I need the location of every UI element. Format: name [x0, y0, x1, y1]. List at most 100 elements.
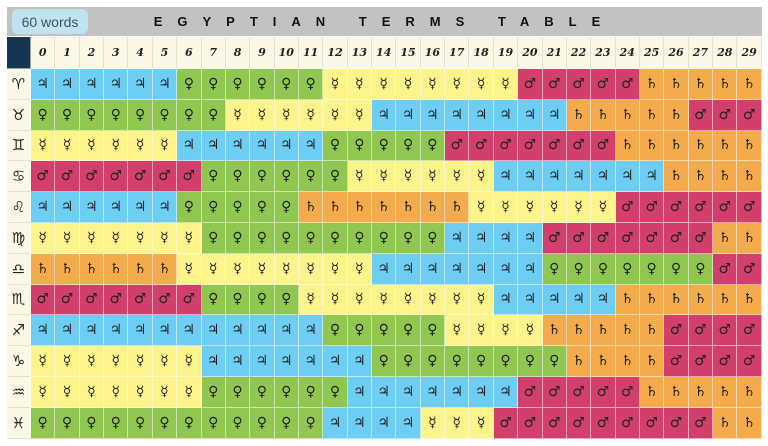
jupiter-icon: ♃ — [542, 284, 567, 316]
sign-leo-icon: ♌ — [7, 192, 31, 223]
venus-icon: ♀ — [323, 161, 348, 193]
jupiter-icon: ♃ — [201, 130, 226, 162]
mars-icon: ♂ — [591, 222, 616, 254]
saturn-icon: ♄ — [445, 192, 470, 223]
jupiter-icon: ♃ — [518, 161, 543, 193]
jupiter-icon: ♃ — [420, 376, 446, 408]
venus-icon: ♀ — [79, 99, 105, 131]
venus-icon: ♀ — [201, 284, 226, 316]
mercury-icon: ☿ — [128, 346, 153, 377]
saturn-icon: ♄ — [396, 192, 421, 223]
venus-icon: ♀ — [177, 99, 202, 131]
venus-icon: ♀ — [664, 253, 689, 285]
table-title: EGYPTIAN TERMS TABLE — [7, 7, 762, 36]
degree-header: 14 — [372, 37, 397, 69]
venus-icon: ♀ — [250, 222, 275, 254]
venus-icon: ♀ — [201, 192, 226, 223]
mercury-icon: ☿ — [323, 69, 348, 100]
jupiter-icon: ♃ — [31, 315, 56, 347]
jupiter-icon: ♃ — [128, 192, 153, 223]
venus-icon: ♀ — [372, 130, 397, 162]
saturn-icon: ♄ — [298, 192, 324, 223]
degree-header: 5 — [152, 37, 178, 69]
saturn-icon: ♄ — [737, 407, 762, 439]
venus-icon: ♀ — [298, 407, 324, 439]
venus-icon: ♀ — [396, 222, 421, 254]
mercury-icon: ☿ — [493, 315, 519, 347]
venus-icon: ♀ — [274, 161, 299, 193]
jupiter-icon: ♃ — [566, 284, 592, 316]
jupiter-icon: ♃ — [201, 346, 226, 377]
corner-cell — [7, 37, 31, 69]
venus-icon: ♀ — [542, 253, 567, 285]
venus-icon: ♀ — [493, 346, 519, 377]
jupiter-icon: ♃ — [152, 315, 178, 347]
saturn-icon: ♄ — [128, 253, 153, 285]
degree-header: 24 — [615, 37, 640, 69]
mercury-icon: ☿ — [79, 376, 105, 408]
venus-icon: ♀ — [274, 192, 299, 223]
mercury-icon: ☿ — [518, 315, 543, 347]
venus-icon: ♀ — [347, 130, 373, 162]
saturn-icon: ♄ — [615, 284, 640, 316]
venus-icon: ♀ — [201, 99, 226, 131]
mercury-icon: ☿ — [542, 192, 567, 223]
mercury-icon: ☿ — [31, 222, 56, 254]
mercury-icon: ☿ — [177, 222, 202, 254]
saturn-icon: ♄ — [713, 69, 738, 100]
saturn-icon: ♄ — [615, 130, 640, 162]
jupiter-icon: ♃ — [274, 315, 299, 347]
jupiter-icon: ♃ — [445, 253, 470, 285]
sign-sagittarius-icon: ♐ — [7, 315, 31, 347]
venus-icon: ♀ — [274, 284, 299, 316]
mars-icon: ♂ — [713, 99, 738, 131]
mars-icon: ♂ — [591, 376, 616, 408]
saturn-icon: ♄ — [737, 222, 762, 254]
saturn-icon: ♄ — [639, 69, 665, 100]
venus-icon: ♀ — [31, 407, 56, 439]
mars-icon: ♂ — [688, 192, 714, 223]
venus-icon: ♀ — [225, 222, 251, 254]
mercury-icon: ☿ — [396, 161, 421, 193]
jupiter-icon: ♃ — [591, 284, 616, 316]
jupiter-icon: ♃ — [323, 346, 348, 377]
jupiter-icon: ♃ — [493, 161, 519, 193]
saturn-icon: ♄ — [372, 192, 397, 223]
venus-icon: ♀ — [298, 161, 324, 193]
venus-icon: ♀ — [274, 69, 299, 100]
word-count-badge[interactable]: 60 words — [12, 9, 88, 34]
jupiter-icon: ♃ — [566, 161, 592, 193]
degree-header: 25 — [639, 37, 665, 69]
mercury-icon: ☿ — [396, 69, 421, 100]
venus-icon: ♀ — [298, 376, 324, 408]
mercury-icon: ☿ — [372, 161, 397, 193]
venus-icon: ♀ — [688, 253, 714, 285]
saturn-icon: ♄ — [737, 161, 762, 193]
saturn-icon: ♄ — [737, 69, 762, 100]
mars-icon: ♂ — [542, 407, 567, 439]
mars-icon: ♂ — [104, 161, 129, 193]
venus-icon: ♀ — [177, 407, 202, 439]
mars-icon: ♂ — [79, 161, 105, 193]
mercury-icon: ☿ — [445, 69, 470, 100]
mercury-icon: ☿ — [250, 253, 275, 285]
saturn-icon: ♄ — [737, 376, 762, 408]
jupiter-icon: ♃ — [615, 161, 640, 193]
jupiter-icon: ♃ — [372, 99, 397, 131]
degree-header: 18 — [469, 37, 494, 69]
degree-header: 27 — [688, 37, 714, 69]
jupiter-icon: ♃ — [493, 222, 519, 254]
degree-header: 28 — [713, 37, 738, 69]
sign-aries-icon: ♈ — [7, 69, 31, 100]
mercury-icon: ☿ — [493, 192, 519, 223]
mercury-icon: ☿ — [347, 284, 373, 316]
mars-icon: ♂ — [615, 376, 640, 408]
mars-icon: ♂ — [737, 346, 762, 377]
mars-icon: ♂ — [152, 284, 178, 316]
saturn-icon: ♄ — [713, 130, 738, 162]
jupiter-icon: ♃ — [493, 376, 519, 408]
mars-icon: ♂ — [152, 161, 178, 193]
jupiter-icon: ♃ — [396, 407, 421, 439]
jupiter-icon: ♃ — [469, 253, 494, 285]
degree-header: 0 — [31, 37, 56, 69]
